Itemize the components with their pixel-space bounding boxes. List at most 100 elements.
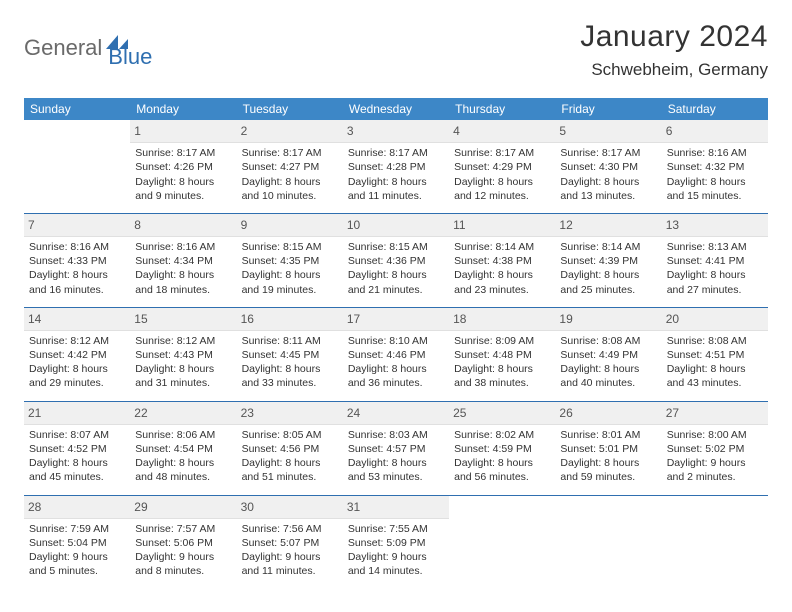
daylight-text: and 16 minutes.: [29, 283, 125, 297]
day-detail: Sunrise: 8:09 AMSunset: 4:48 PMDaylight:…: [453, 334, 551, 391]
day-number: 7: [24, 214, 130, 237]
day-detail: Sunrise: 8:16 AMSunset: 4:33 PMDaylight:…: [28, 240, 126, 297]
calendar-cell: 11Sunrise: 8:14 AMSunset: 4:38 PMDayligh…: [449, 213, 555, 307]
daylight-text: Daylight: 8 hours: [29, 456, 125, 470]
daylight-text: and 5 minutes.: [29, 564, 125, 578]
calendar-cell: 23Sunrise: 8:05 AMSunset: 4:56 PMDayligh…: [237, 401, 343, 495]
calendar-cell: 12 Sunrise: 8:14 AMSunset: 4:39 PMDayligh…: [555, 213, 661, 307]
sunrise-text: Sunrise: 8:16 AM: [135, 240, 231, 254]
daylight-text: Daylight: 8 hours: [29, 362, 125, 376]
calendar-cell: 25Sunrise: 8:02 AMSunset: 4:59 PMDayligh…: [449, 401, 555, 495]
weekday-header: Thursday: [449, 98, 555, 120]
calendar-cell: 6Sunrise: 8:16 AMSunset: 4:32 PMDaylight…: [662, 120, 768, 213]
daylight-text: Daylight: 8 hours: [454, 175, 550, 189]
sunrise-text: Sunrise: 8:12 AM: [135, 334, 231, 348]
day-number: 22: [130, 402, 236, 425]
daylight-text: Daylight: 8 hours: [454, 268, 550, 282]
daylight-text: Daylight: 9 hours: [242, 550, 338, 564]
daylight-text: and 51 minutes.: [242, 470, 338, 484]
day-number: 12: [555, 214, 661, 237]
calendar-cell: [24, 120, 130, 213]
daylight-text: and 27 minutes.: [667, 283, 763, 297]
day-number: 30: [237, 496, 343, 519]
daylight-text: and 29 minutes.: [29, 376, 125, 390]
sunrise-text: Sunrise: 8:15 AM: [348, 240, 444, 254]
day-number: 28: [24, 496, 130, 519]
daylight-text: and 14 minutes.: [348, 564, 444, 578]
calendar-cell: 3 Sunrise: 8:17 AMSunset: 4:28 PMDaylight…: [343, 120, 449, 213]
calendar-cell: 17Sunrise: 8:10 AMSunset: 4:46 PMDayligh…: [343, 307, 449, 401]
day-detail: Sunrise: 7:57 AMSunset: 5:06 PMDaylight:…: [134, 522, 232, 579]
daylight-text: Daylight: 8 hours: [560, 456, 656, 470]
calendar-cell: 5 Sunrise: 8:17 AMSunset: 4:30 PMDaylight…: [555, 120, 661, 213]
weekday-header: Saturday: [662, 98, 768, 120]
calendar-row: 14Sunrise: 8:12 AMSunset: 4:42 PMDayligh…: [24, 307, 768, 401]
sunrise-text: Sunrise: 8:16 AM: [667, 146, 763, 160]
sunset-text: Sunset: 4:38 PM: [454, 254, 550, 268]
daylight-text: Daylight: 8 hours: [348, 362, 444, 376]
daylight-text: and 8 minutes.: [135, 564, 231, 578]
sunset-text: Sunset: 4:45 PM: [242, 348, 338, 362]
sunrise-text: Sunrise: 8:06 AM: [135, 428, 231, 442]
daylight-text: Daylight: 8 hours: [135, 362, 231, 376]
day-detail: Sunrise: 8:17 AMSunset: 4:30 PMDaylight:…: [559, 146, 657, 203]
sunset-text: Sunset: 4:46 PM: [348, 348, 444, 362]
weekday-header: Wednesday: [343, 98, 449, 120]
daylight-text: and 36 minutes.: [348, 376, 444, 390]
daylight-text: and 2 minutes.: [667, 470, 763, 484]
day-number: 9: [237, 214, 343, 237]
calendar-cell: 30 Sunrise: 7:56 AMSunset: 5:07 PMDayligh…: [237, 495, 343, 588]
sunrise-text: Sunrise: 8:09 AM: [454, 334, 550, 348]
sunrise-text: Sunrise: 8:03 AM: [348, 428, 444, 442]
sunset-text: Sunset: 4:35 PM: [242, 254, 338, 268]
calendar-cell: 19Sunrise: 8:08 AMSunset: 4:49 PMDayligh…: [555, 307, 661, 401]
day-detail: Sunrise: 8:14 AMSunset: 4:39 PMDaylight:…: [559, 240, 657, 297]
day-number: 1: [130, 120, 236, 143]
daylight-text: Daylight: 9 hours: [667, 456, 763, 470]
sunrise-text: Sunrise: 8:17 AM: [242, 146, 338, 160]
day-detail: Sunrise: 8:00 AMSunset: 5:02 PMDaylight:…: [666, 428, 764, 485]
sunset-text: Sunset: 4:29 PM: [454, 160, 550, 174]
daylight-text: and 13 minutes.: [560, 189, 656, 203]
page-header: General Blue January 2024 Schwebheim, Ge…: [24, 20, 768, 80]
sunrise-text: Sunrise: 8:16 AM: [29, 240, 125, 254]
day-detail: Sunrise: 8:17 AMSunset: 4:29 PMDaylight:…: [453, 146, 551, 203]
sunrise-text: Sunrise: 8:14 AM: [560, 240, 656, 254]
sunset-text: Sunset: 4:54 PM: [135, 442, 231, 456]
sunset-text: Sunset: 4:51 PM: [667, 348, 763, 362]
day-number: 25: [449, 402, 555, 425]
calendar-cell: 15Sunrise: 8:12 AMSunset: 4:43 PMDayligh…: [130, 307, 236, 401]
day-number: 3: [343, 120, 449, 143]
daylight-text: and 33 minutes.: [242, 376, 338, 390]
logo-word-1: General: [24, 35, 102, 61]
day-detail: Sunrise: 7:56 AMSunset: 5:07 PMDaylight:…: [241, 522, 339, 579]
sunrise-text: Sunrise: 8:17 AM: [454, 146, 550, 160]
weekday-header-row: Sunday Monday Tuesday Wednesday Thursday…: [24, 98, 768, 120]
logo: General Blue: [24, 26, 152, 70]
calendar-row: 7 Sunrise: 8:16 AMSunset: 4:33 PMDaylight…: [24, 213, 768, 307]
sunset-text: Sunset: 4:27 PM: [242, 160, 338, 174]
daylight-text: and 11 minutes.: [242, 564, 338, 578]
day-number: 29: [130, 496, 236, 519]
daylight-text: and 56 minutes.: [454, 470, 550, 484]
sunrise-text: Sunrise: 8:01 AM: [560, 428, 656, 442]
day-detail: Sunrise: 8:17 AMSunset: 4:28 PMDaylight:…: [347, 146, 445, 203]
daylight-text: Daylight: 8 hours: [242, 268, 338, 282]
day-number: 18: [449, 308, 555, 331]
daylight-text: and 40 minutes.: [560, 376, 656, 390]
sunset-text: Sunset: 5:04 PM: [29, 536, 125, 550]
sunset-text: Sunset: 4:59 PM: [454, 442, 550, 456]
calendar-row: 28Sunrise: 7:59 AMSunset: 5:04 PMDayligh…: [24, 495, 768, 588]
daylight-text: Daylight: 9 hours: [135, 550, 231, 564]
daylight-text: Daylight: 8 hours: [242, 456, 338, 470]
sunset-text: Sunset: 5:06 PM: [135, 536, 231, 550]
day-number: 5: [555, 120, 661, 143]
day-detail: Sunrise: 8:14 AMSunset: 4:38 PMDaylight:…: [453, 240, 551, 297]
daylight-text: Daylight: 8 hours: [667, 175, 763, 189]
day-detail: Sunrise: 8:13 AMSunset: 4:41 PMDaylight:…: [666, 240, 764, 297]
daylight-text: and 38 minutes.: [454, 376, 550, 390]
calendar-cell: 22Sunrise: 8:06 AMSunset: 4:54 PMDayligh…: [130, 401, 236, 495]
sunrise-text: Sunrise: 8:17 AM: [560, 146, 656, 160]
daylight-text: and 48 minutes.: [135, 470, 231, 484]
daylight-text: and 31 minutes.: [135, 376, 231, 390]
